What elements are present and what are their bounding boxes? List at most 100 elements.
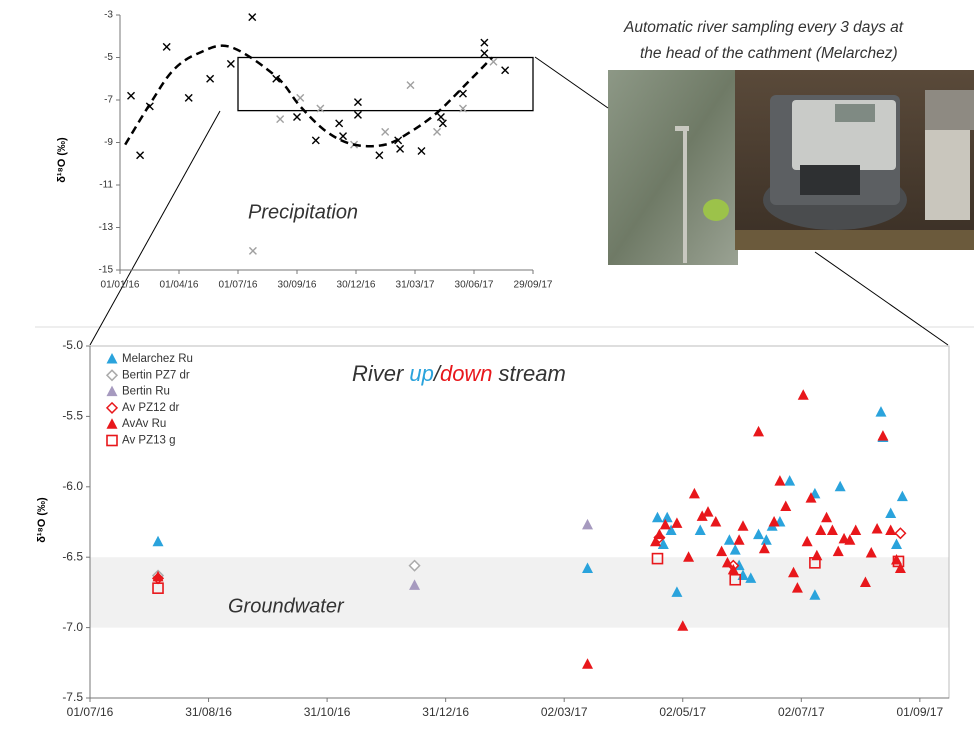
point (809, 557, 821, 569)
legend-label: Melarchez Ru (122, 353, 193, 365)
point (316, 104, 325, 113)
point (768, 516, 780, 527)
point (729, 544, 741, 555)
point (774, 475, 786, 486)
y-tick-label: -6.5 (62, 549, 83, 563)
point-shape (659, 518, 671, 530)
point (834, 480, 846, 492)
point-shape (657, 538, 669, 550)
point (727, 563, 739, 575)
point (375, 151, 384, 160)
point-stroke (501, 66, 510, 75)
point (653, 528, 665, 540)
x-tick-label: 30/12/16 (337, 280, 376, 291)
point-shape (850, 524, 862, 535)
x-tick-label: 30/09/16 (278, 280, 317, 291)
point-shape (877, 430, 889, 441)
point (353, 110, 362, 119)
point-shape (582, 518, 594, 530)
point-shape (875, 406, 887, 417)
legend-item: Bertin Ru (106, 385, 170, 398)
point-shape (651, 511, 663, 523)
point (582, 562, 594, 573)
point-shape (871, 523, 883, 534)
point-stroke (339, 132, 348, 141)
point (723, 534, 735, 545)
x-tick-label: 30/06/17 (455, 280, 494, 291)
point (248, 13, 257, 22)
point (871, 523, 883, 534)
point (106, 385, 118, 397)
point-shape (677, 620, 689, 631)
point-shape (729, 573, 742, 586)
point (894, 527, 907, 540)
point-shape (665, 524, 677, 535)
point-stroke (248, 246, 257, 255)
point (788, 566, 800, 578)
point (162, 42, 171, 51)
point (396, 144, 405, 153)
point-stroke (353, 98, 362, 107)
photo-background (925, 90, 974, 130)
y-tick-label: -15 (99, 265, 114, 276)
point (501, 66, 510, 75)
y-tick-label: -7.0 (62, 620, 83, 634)
y-tick-label: -5.0 (62, 338, 83, 352)
point-shape (729, 544, 741, 555)
point (729, 573, 742, 586)
point (805, 492, 817, 503)
point (745, 572, 757, 583)
point-shape (408, 559, 421, 572)
point (152, 535, 164, 547)
point (694, 524, 706, 535)
point (896, 490, 908, 502)
x-tick-label: 01/07/16 (219, 280, 258, 291)
photo-pipe (675, 126, 689, 131)
point (293, 113, 301, 121)
x-tick-label: 01/01/16 (101, 280, 140, 291)
y-tick-label: -3 (104, 10, 113, 21)
title-part: River (352, 361, 405, 386)
point-shape (106, 385, 118, 397)
point (661, 511, 673, 523)
point (417, 147, 426, 155)
point-shape (832, 545, 844, 557)
point (885, 524, 897, 535)
point-shape (894, 527, 907, 540)
point (721, 556, 733, 568)
legend-item: Av PZ13 g (106, 434, 176, 447)
point-stroke (436, 113, 445, 121)
point-shape (745, 572, 757, 583)
point (657, 538, 669, 550)
point-shape (760, 534, 772, 545)
x-tick-label: 31/12/16 (422, 705, 469, 719)
y-tick-label: -7.5 (62, 690, 83, 704)
point (753, 528, 765, 540)
point-shape (774, 475, 786, 486)
legend-item: AvAv Ru (106, 418, 166, 430)
photo-pump (800, 165, 860, 195)
point (408, 559, 421, 572)
x-tick-label: 31/10/16 (304, 705, 351, 719)
point (296, 93, 305, 102)
point (311, 136, 320, 145)
point (815, 524, 827, 535)
point-shape (784, 475, 796, 486)
point-shape (106, 434, 118, 447)
point (665, 524, 677, 535)
point-stroke (375, 151, 384, 160)
legend-label: AvAv Ru (122, 418, 166, 430)
point-shape (891, 538, 903, 550)
photo-pipe (683, 128, 687, 263)
point (106, 353, 118, 364)
point-shape (788, 566, 800, 578)
zoom-box (237, 56, 534, 112)
point (865, 546, 877, 558)
point (716, 545, 728, 557)
point-shape (768, 516, 780, 527)
point-stroke (489, 57, 498, 66)
point-shape (671, 586, 683, 597)
point-stroke (296, 93, 305, 102)
legend-label: Bertin Ru (122, 386, 170, 398)
